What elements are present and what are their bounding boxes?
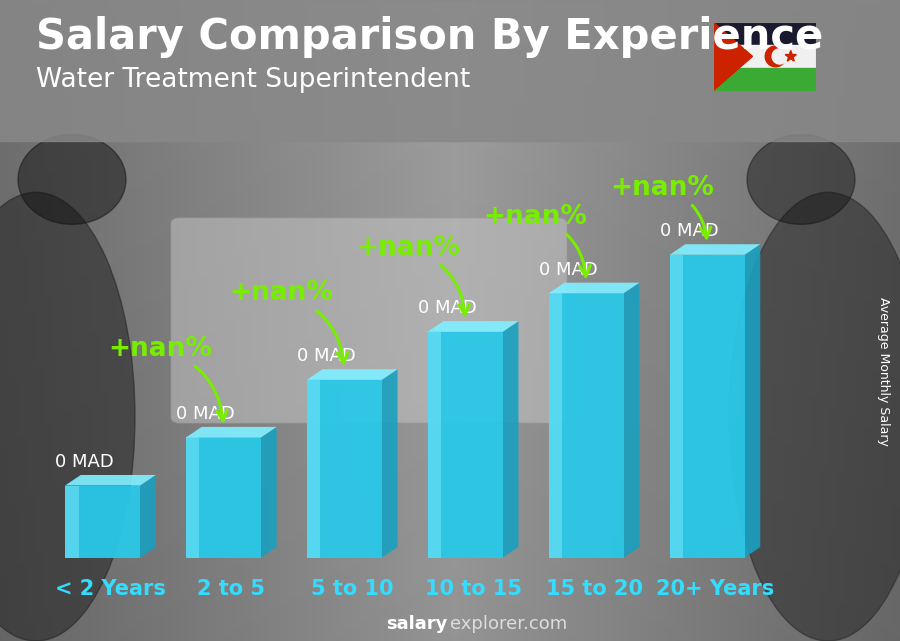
Polygon shape [503, 321, 518, 558]
Text: +nan%: +nan% [483, 204, 590, 276]
Bar [307, 379, 320, 558]
Polygon shape [382, 369, 398, 558]
Ellipse shape [0, 192, 135, 641]
Ellipse shape [18, 135, 126, 224]
Polygon shape [765, 46, 786, 67]
Text: 2 to 5: 2 to 5 [197, 579, 266, 599]
Ellipse shape [729, 192, 900, 641]
Polygon shape [785, 51, 796, 61]
Bar [428, 332, 503, 558]
Polygon shape [744, 244, 760, 558]
Text: 0 MAD: 0 MAD [660, 222, 719, 240]
Bar [186, 437, 261, 558]
Text: Average Monthly Salary: Average Monthly Salary [878, 297, 890, 446]
Polygon shape [261, 427, 276, 558]
Text: 20+ Years: 20+ Years [656, 579, 774, 599]
Text: 5 to 10: 5 to 10 [310, 579, 393, 599]
Polygon shape [65, 475, 156, 486]
Polygon shape [186, 427, 276, 437]
Text: 0 MAD: 0 MAD [297, 347, 356, 365]
Text: 0 MAD: 0 MAD [176, 405, 235, 423]
Bar [65, 486, 140, 558]
Bar [307, 379, 382, 558]
Bar [428, 332, 441, 558]
Text: +nan%: +nan% [610, 175, 715, 238]
Text: +nan%: +nan% [230, 281, 348, 363]
Ellipse shape [747, 135, 855, 224]
Bar [549, 294, 562, 558]
Bar [713, 22, 816, 45]
Polygon shape [140, 475, 156, 558]
Bar [713, 68, 816, 91]
Text: 0 MAD: 0 MAD [539, 261, 598, 279]
Bar [0, 0, 900, 141]
Polygon shape [624, 283, 639, 558]
FancyBboxPatch shape [171, 218, 567, 423]
Polygon shape [713, 22, 752, 91]
Polygon shape [549, 283, 639, 294]
Polygon shape [772, 49, 788, 64]
Text: 10 to 15: 10 to 15 [425, 579, 522, 599]
Text: +nan%: +nan% [356, 235, 469, 315]
Bar [713, 45, 816, 68]
Text: +nan%: +nan% [109, 336, 227, 420]
Bar [549, 294, 624, 558]
Text: 0 MAD: 0 MAD [418, 299, 477, 317]
Text: Water Treatment Superintendent: Water Treatment Superintendent [36, 67, 470, 94]
Bar [186, 437, 200, 558]
Polygon shape [428, 321, 518, 332]
Text: Salary Comparison By Experience: Salary Comparison By Experience [36, 16, 824, 58]
Bar [65, 486, 78, 558]
Polygon shape [307, 369, 398, 379]
Text: 0 MAD: 0 MAD [55, 453, 114, 471]
Text: explorer.com: explorer.com [450, 615, 567, 633]
Text: < 2 Years: < 2 Years [55, 579, 166, 599]
Bar [670, 254, 744, 558]
Text: 15 to 20: 15 to 20 [545, 579, 643, 599]
Bar [670, 254, 683, 558]
Text: salary: salary [386, 615, 447, 633]
Polygon shape [670, 244, 760, 254]
